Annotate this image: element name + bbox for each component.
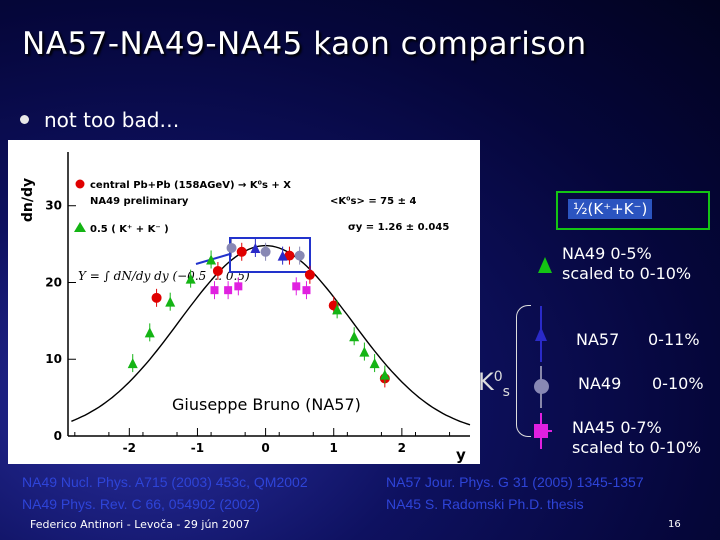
na49-kaon-line2: scaled to 0-10%	[562, 264, 692, 283]
annotation-sigma: σy = 1.26 ± 0.045	[348, 222, 449, 233]
data-point-circle	[284, 250, 295, 261]
x-tick-label: -2	[123, 441, 136, 455]
reference-na49-1: NA49 Nucl. Phys. A715 (2003) 453c, QM200…	[22, 474, 308, 490]
na49-kaon-line1: NA49 0-5%	[562, 244, 652, 263]
green-triangle-icon	[538, 257, 552, 273]
k0s-base: K	[478, 368, 494, 396]
data-point-triangle	[206, 254, 217, 265]
na57-triangle-icon	[535, 327, 547, 341]
data-point-triangle	[379, 369, 390, 380]
page-number: 16	[668, 519, 681, 530]
annotation-formula: Y = ∫ dN/dy dy (−0.5 … 0.5)	[78, 269, 250, 283]
data-point-triangle	[250, 242, 261, 253]
data-point-square	[210, 286, 219, 295]
data-point-square	[292, 282, 301, 291]
data-point-triangle	[369, 358, 380, 369]
legend-entry-3: 0.5 ( K⁺ + K⁻ )	[90, 224, 169, 235]
data-point-triangle	[165, 296, 176, 307]
gaussian-fit-curve	[71, 244, 471, 426]
legend-red-circle	[75, 179, 85, 189]
data-point-triangle	[332, 304, 343, 315]
na49-circle-icon	[534, 379, 549, 394]
data-point-triangle	[127, 358, 138, 369]
bullet-dot	[20, 115, 29, 124]
y-tick-label: 10	[45, 352, 62, 366]
x-axis-label: y	[456, 446, 466, 464]
author-note: Giuseppe Bruno (NA57)	[172, 395, 361, 414]
legend-entry-2: NA49 preliminary	[90, 196, 189, 207]
data-point-circle	[212, 265, 223, 276]
k0s-sup: 0	[493, 369, 503, 385]
y-tick-label: 0	[54, 429, 62, 443]
kaon-average-label: ½(K⁺+K⁻)	[568, 199, 653, 219]
kaon-rapidity-plot: -2 -1 0 1 2 0 10 20 30 dn/dy y central Pb+Pb (158AG…	[8, 140, 480, 464]
data-point-triangle	[185, 273, 196, 284]
data-point-triangle	[277, 250, 288, 261]
y-axis-label: dn/dy	[20, 178, 36, 222]
data-point-square	[234, 282, 243, 291]
data-point-triangle	[144, 327, 155, 338]
x-tick-label: 1	[330, 441, 338, 455]
na57-range: 0-11%	[648, 330, 700, 349]
bullet-text: not too bad…	[44, 108, 180, 132]
na49-range: 0-10%	[652, 374, 704, 393]
annotation-mean: <K⁰s> = 75 ± 4	[330, 196, 416, 207]
kaon-average-box	[556, 191, 710, 230]
slide-title: NA57-NA49-NA45 kaon comparison	[22, 26, 587, 62]
data-point-circle	[260, 246, 271, 257]
x-tick-label: 2	[398, 441, 406, 455]
na49-name: NA49	[578, 374, 622, 393]
na45-line1: NA45 0-7%	[572, 418, 662, 437]
na45-square-icon	[534, 424, 548, 438]
data-point-circle	[304, 269, 315, 280]
legend-entry-1: central Pb+Pb (158AGeV) → K⁰s + X	[90, 180, 291, 191]
y-tick-label: 20	[45, 275, 62, 289]
k0s-label: K0s	[478, 368, 510, 400]
k0s-bracket	[516, 305, 531, 437]
k0s-sub: s	[502, 383, 510, 400]
x-tick-label: -1	[191, 441, 204, 455]
reference-na57: NA57 Jour. Phys. G 31 (2005) 1345-1357	[386, 474, 644, 490]
y-tick-label: 30	[45, 199, 62, 213]
data-point-circle	[294, 250, 305, 261]
legend-green-triangle	[74, 222, 86, 232]
data-point-square	[302, 286, 311, 295]
na45-line2: scaled to 0-10%	[572, 438, 702, 457]
data-point-square	[224, 286, 233, 295]
data-point-triangle	[349, 331, 360, 342]
data-point-circle	[226, 242, 237, 253]
data-point-circle	[151, 292, 162, 303]
reference-na45: NA45 S. Radomski Ph.D. thesis	[386, 496, 584, 512]
na57-name: NA57	[576, 330, 620, 349]
footer-text: Federico Antinori - Levoča - 29 jún 2007	[30, 518, 250, 531]
data-point-triangle	[359, 346, 370, 357]
reference-na49-2: NA49 Phys. Rev. C 66, 054902 (2002)	[22, 496, 260, 512]
data-point-circle	[236, 246, 247, 257]
x-tick-label: 0	[261, 441, 269, 455]
